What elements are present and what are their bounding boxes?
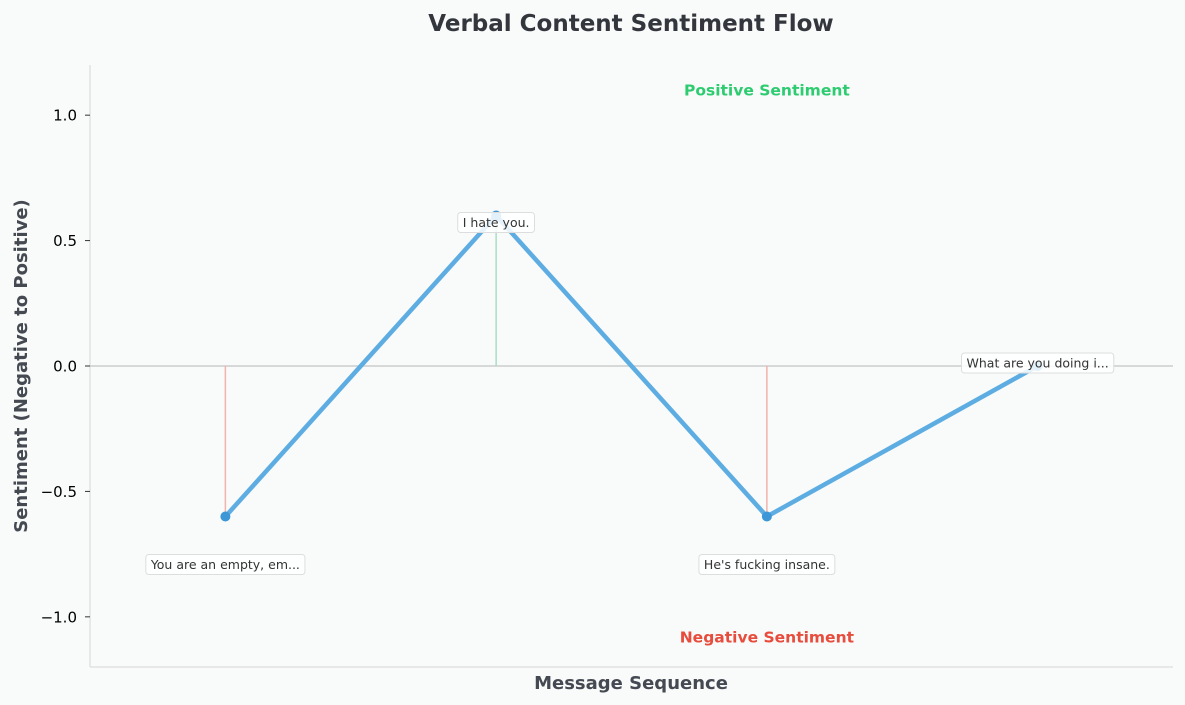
data-point [220,512,230,522]
plot-area: 1.0 0.5 0.0 −0.5 −1.0 You are an empty, em...… [41,65,1173,667]
message-label: You are an empty, em... [150,557,300,572]
y-tick-label: 1.0 [53,107,77,125]
y-axis-label: Sentiment (Negative to Positive) [11,199,32,533]
data-point [762,512,772,522]
negative-sentiment-label: Negative Sentiment [680,628,855,646]
message-label: He's fucking insane. [704,557,830,572]
y-tick-label: −1.0 [41,608,77,626]
y-tick-label: −0.5 [41,483,77,501]
y-tick-label: 0.0 [53,358,77,376]
message-label: What are you doing i... [967,356,1109,371]
x-axis-label: Message Sequence [534,673,728,694]
message-label: I hate you. [463,215,530,230]
chart-title: Verbal Content Sentiment Flow [428,11,833,37]
positive-sentiment-label: Positive Sentiment [684,82,850,100]
y-tick-label: 0.5 [53,232,77,250]
